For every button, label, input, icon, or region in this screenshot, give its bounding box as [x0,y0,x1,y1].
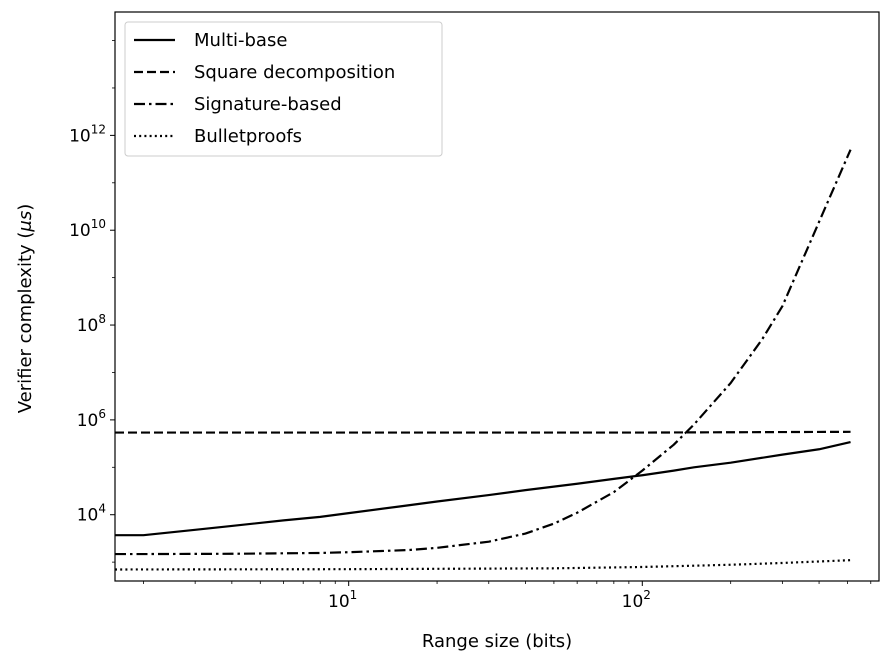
series-line-square-decomposition [115,430,851,434]
x-tick-label: 101 [328,588,357,612]
series-line-signature-based [115,149,852,556]
legend-label-bulletproofs: Bulletproofs [194,126,302,147]
legend-box [124,21,443,157]
x-tick-label: 102 [622,588,651,612]
x-axis-label: Range size (bits) [422,631,572,652]
y-tick-label: 104 [77,502,106,526]
y-axis-label-unit: μs [15,211,36,233]
legend: Multi-base Square decomposition Signature-… [124,21,443,157]
axis-ticks: 104 106 108 1010 1012 101 102 [69,40,872,612]
series-line-bulletproofs [115,559,851,571]
legend-label-signature-based: Signature-based [194,94,342,115]
series-line-multi-base [115,441,851,537]
plot-lines [115,149,852,571]
y-axis-label-close: ) [15,204,36,211]
y-tick-label: 108 [77,312,106,336]
legend-label-multi-base: Multi-base [194,30,287,51]
y-axis-label-main: Verifier complexity ( [15,232,36,414]
y-tick-label: 1012 [69,122,106,146]
plot-frame [114,11,880,582]
y-tick-label: 106 [77,407,106,431]
y-tick-label: 1010 [69,217,106,241]
legend-label-square-decomposition: Square decomposition [194,62,395,83]
y-axis-label: Verifier complexity (μs) [15,204,36,414]
